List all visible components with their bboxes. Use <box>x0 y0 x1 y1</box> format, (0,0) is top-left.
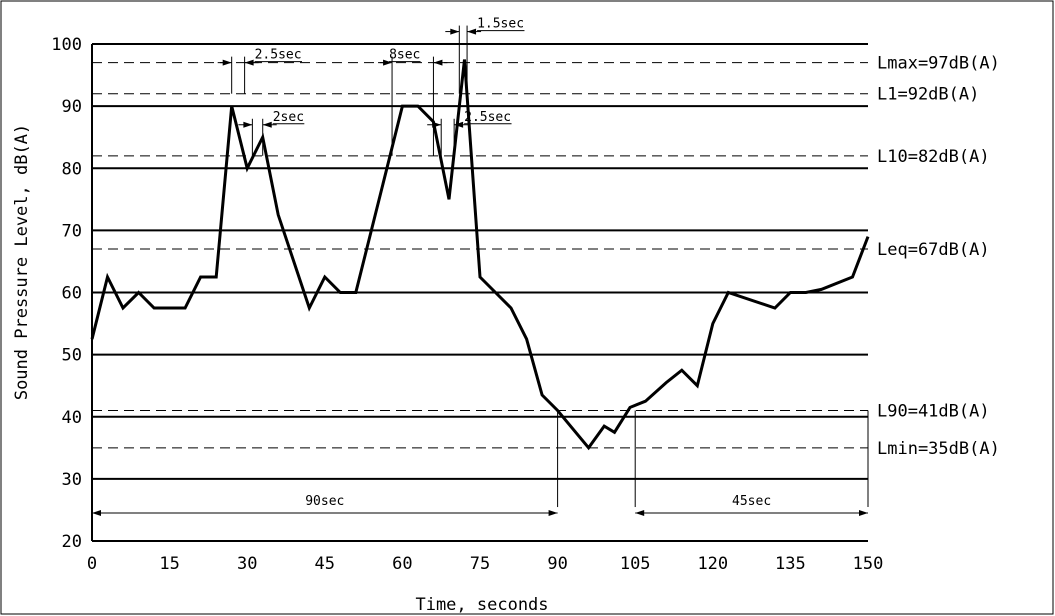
arrowhead <box>92 510 101 517</box>
x-tick-label: 90 <box>547 554 567 574</box>
tick-labels: 20 30 40 50 60 70 80 90 100 0 15 30 45 60 75 90 105 120 13… <box>51 35 883 574</box>
reference-label: Lmin=35dB(A) <box>877 439 1000 459</box>
x-tick-label: 120 <box>697 554 728 574</box>
y-axis-title: Sound Pressure Level, dB(A) <box>12 124 32 400</box>
interval-label: 1.5sec <box>477 17 524 32</box>
arrowhead <box>222 59 232 66</box>
interval-label: 2.5sec <box>255 48 302 63</box>
reference-label: L1=92dB(A) <box>877 85 979 105</box>
arrowhead <box>244 59 254 66</box>
y-tick-label: 100 <box>51 35 82 55</box>
reference-label: L10=82dB(A) <box>877 147 990 167</box>
y-tick-label: 70 <box>62 221 82 241</box>
x-tick-label: 45 <box>315 554 335 574</box>
x-tick-label: 30 <box>237 554 257 574</box>
x-tick-label: 60 <box>392 554 412 574</box>
arrowhead <box>262 121 272 128</box>
interval-label: 45sec <box>732 494 771 509</box>
y-tick-label: 80 <box>62 159 82 179</box>
series-layer <box>90 59 870 451</box>
y-tick-label: 50 <box>62 346 82 366</box>
arrowhead <box>635 510 645 517</box>
reference-lines: Lmax=97dB(A) L1=92dB(A) L10=82dB(A) Leq=67d… <box>92 54 1000 459</box>
arrowhead <box>383 59 393 66</box>
y-tick-label: 60 <box>62 284 82 304</box>
x-tick-label: 105 <box>620 554 651 574</box>
y-tick-label: 40 <box>62 408 82 428</box>
arrowhead <box>243 121 253 128</box>
x-tick-label: 0 <box>87 554 97 574</box>
arrowhead <box>859 510 868 517</box>
reference-label: Leq=67dB(A) <box>877 240 990 260</box>
interval-label: 8sec <box>389 48 420 63</box>
spl-series-line <box>90 59 870 451</box>
arrowhead <box>450 28 460 35</box>
x-tick-label: 15 <box>159 554 179 574</box>
interval-label: 2sec <box>273 110 304 125</box>
x-tick-label: 75 <box>470 554 490 574</box>
y-tick-label: 20 <box>62 532 82 552</box>
reference-label: L90=41dB(A) <box>877 402 990 422</box>
x-tick-label: 150 <box>853 554 884 574</box>
interval-label: 2.5sec <box>464 110 511 125</box>
y-tick-label: 30 <box>62 470 82 490</box>
interval-label: 90sec <box>305 494 344 509</box>
x-axis-title: Time, seconds <box>415 595 548 615</box>
arrowhead <box>433 59 443 66</box>
x-tick-label: 135 <box>775 554 806 574</box>
arrowhead <box>548 510 558 517</box>
arrowhead <box>467 28 477 35</box>
reference-label: Lmax=97dB(A) <box>877 54 1000 74</box>
grid-lines <box>91 43 868 542</box>
y-tick-label: 90 <box>62 97 82 117</box>
